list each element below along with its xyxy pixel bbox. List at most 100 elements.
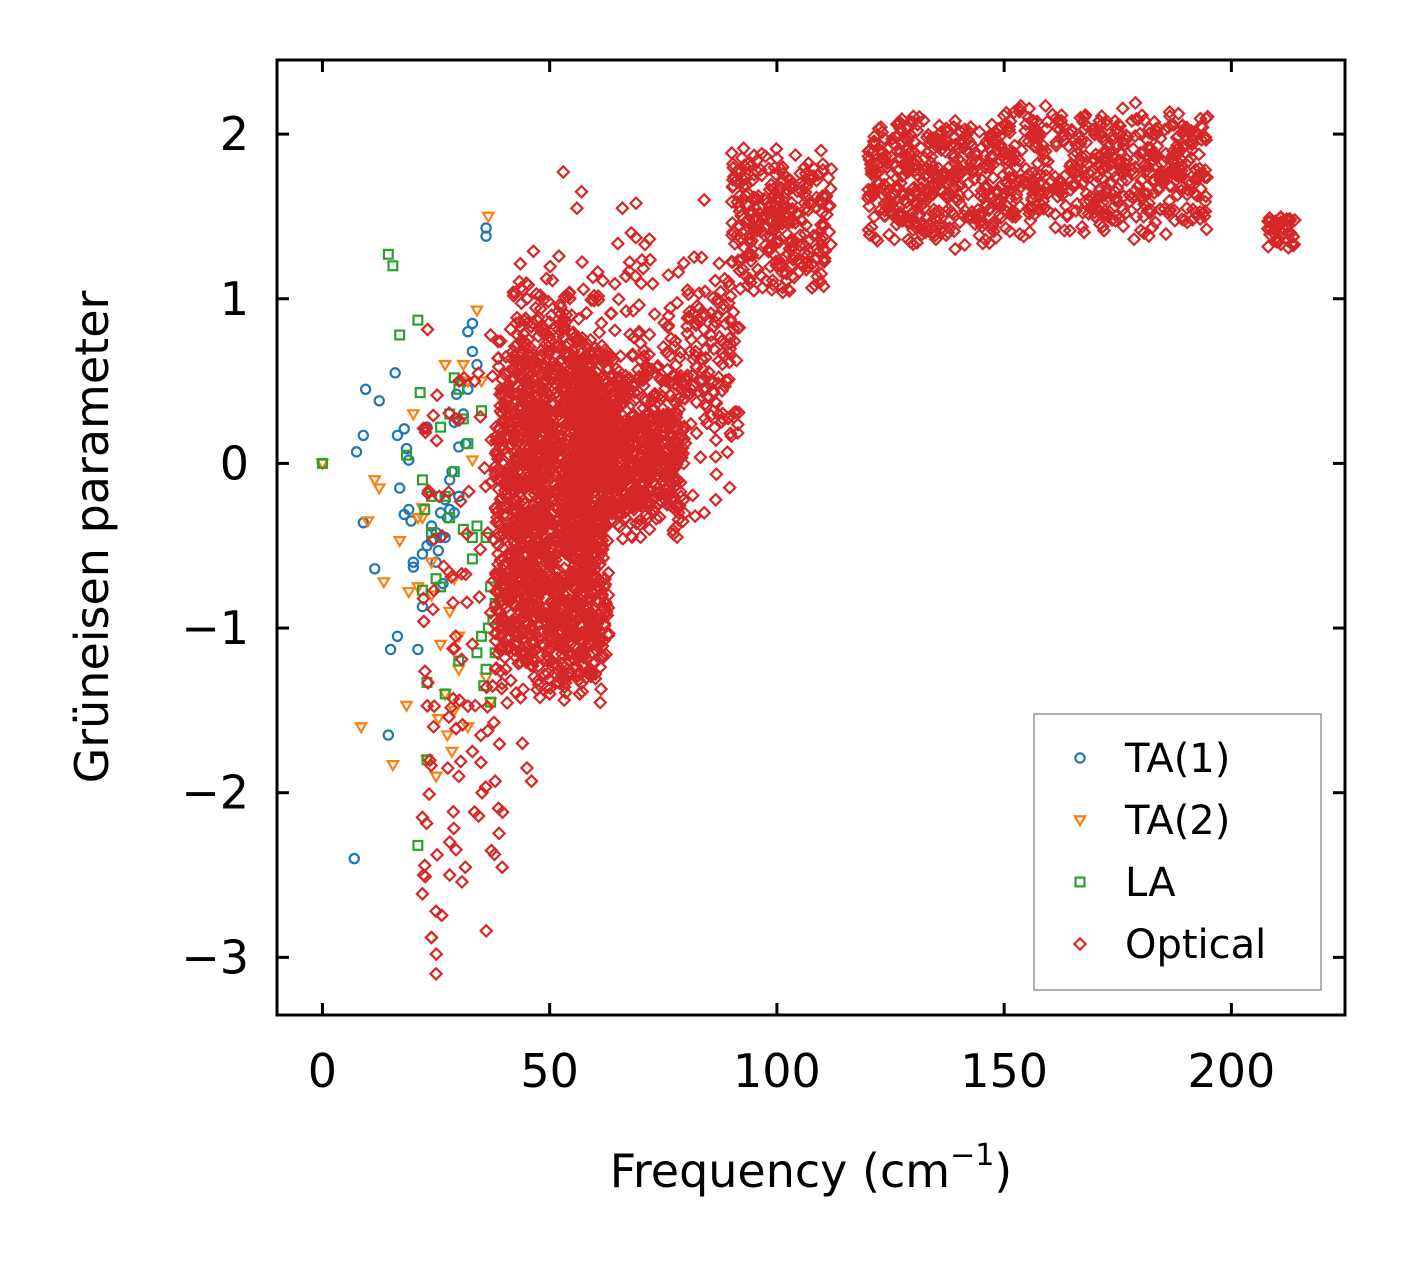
point-optical (1151, 182, 1166, 198)
point-optical (1174, 153, 1189, 168)
point-optical (919, 210, 934, 226)
point-optical (506, 534, 521, 549)
point-optical (742, 235, 758, 251)
point-optical (520, 372, 536, 388)
point-optical (585, 538, 600, 553)
point-optical (551, 637, 566, 652)
point-ta-2 (376, 577, 391, 590)
point-optical (1035, 138, 1051, 153)
point-optical (873, 202, 888, 217)
point-optical (552, 496, 568, 512)
point-optical (566, 330, 581, 346)
point-optical (773, 259, 788, 274)
point-optical (519, 397, 535, 413)
point-optical (908, 163, 923, 178)
point-optical (480, 723, 495, 738)
point-optical (520, 599, 536, 614)
point-optical (603, 350, 618, 366)
point-optical (658, 412, 673, 427)
point-ta-2 (433, 639, 448, 652)
point-optical (626, 485, 641, 501)
point-optical (616, 439, 631, 454)
point-optical (725, 215, 740, 231)
point-optical (663, 438, 678, 453)
point-optical (746, 190, 762, 205)
point-optical (486, 532, 502, 548)
series-ta-1 (316, 222, 492, 865)
point-optical (603, 306, 618, 321)
point-optical (972, 124, 987, 139)
point-optical (997, 117, 1012, 132)
point-optical (689, 426, 704, 441)
point-optical (515, 736, 530, 751)
point-optical (754, 146, 769, 161)
point-optical (691, 286, 707, 301)
point-la (412, 314, 424, 326)
point-ta-1 (348, 852, 360, 865)
point-optical (1150, 120, 1166, 135)
point-optical (918, 225, 933, 240)
point-la (316, 457, 328, 469)
point-optical (1063, 182, 1078, 198)
point-optical (612, 519, 627, 535)
point-optical (513, 690, 528, 705)
point-optical (721, 295, 736, 311)
point-optical (601, 565, 616, 581)
point-optical (1098, 185, 1113, 200)
point-optical (618, 511, 634, 526)
point-optical (1039, 121, 1054, 136)
point-optical (522, 488, 537, 503)
point-optical (598, 381, 613, 396)
point-optical (1153, 201, 1168, 217)
point-la (476, 630, 488, 642)
point-optical (984, 117, 1000, 132)
point-optical (736, 141, 751, 156)
point-optical (779, 199, 794, 215)
point-optical (562, 537, 578, 552)
point-optical (493, 605, 508, 620)
point-optical (549, 348, 564, 363)
point-optical (560, 596, 575, 611)
point-optical (666, 523, 681, 538)
point-optical (1179, 187, 1195, 202)
point-optical (472, 589, 487, 605)
point-optical (496, 471, 511, 486)
point-optical (490, 334, 506, 349)
point-optical (965, 165, 980, 180)
point-optical (1122, 188, 1137, 203)
point-optical (638, 394, 653, 409)
point-ta-1 (400, 442, 413, 455)
point-optical (459, 595, 475, 610)
point-optical (491, 613, 507, 629)
point-optical (1064, 122, 1079, 137)
point-optical (560, 611, 575, 626)
point-optical (497, 367, 512, 382)
point-optical (445, 595, 461, 610)
point-ta-1 (391, 429, 404, 442)
point-optical (493, 664, 508, 679)
point-optical (667, 446, 683, 461)
point-optical (637, 391, 652, 406)
point-optical (615, 531, 630, 546)
point-optical (483, 327, 498, 343)
point-optical (708, 394, 723, 410)
y-tick-label: 2 (220, 107, 249, 161)
point-optical (647, 434, 663, 450)
point-optical (512, 455, 528, 471)
point-optical (723, 330, 738, 345)
legend-label: TA(1) (1124, 736, 1230, 782)
point-optical (448, 842, 464, 857)
point-optical (775, 159, 790, 175)
x-axis-title: Frequency (cm−1) (610, 1138, 1013, 1198)
point-optical (1262, 227, 1278, 242)
point-optical (1155, 169, 1170, 184)
y-tick-label: −2 (181, 766, 249, 820)
point-optical (528, 421, 543, 436)
point-optical (1271, 218, 1286, 233)
point-optical (1040, 162, 1055, 177)
point-optical (452, 373, 467, 389)
point-optical (536, 292, 551, 308)
point-optical (429, 433, 444, 448)
axis-ticks (277, 60, 1345, 1015)
point-ta-2 (406, 409, 421, 422)
